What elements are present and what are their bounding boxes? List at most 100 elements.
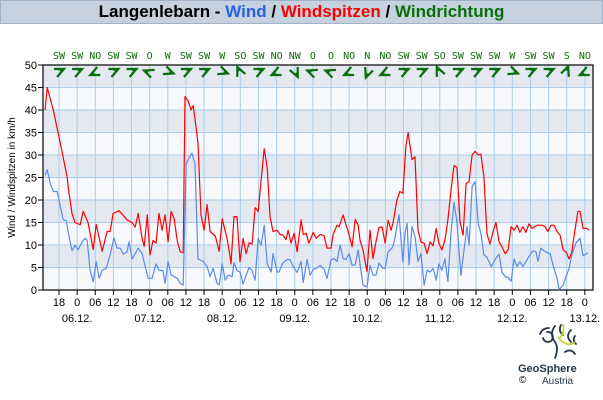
data-point (106, 231, 107, 232)
wind-direction-arrow-icon (322, 68, 337, 79)
x-tick-label: 18 (198, 297, 210, 309)
data-point (213, 268, 214, 269)
y-tick-label: 25 (25, 173, 37, 185)
data-point (155, 243, 156, 244)
wind-direction-arrow-icon (199, 67, 212, 78)
data-point (232, 276, 233, 277)
data-point (119, 248, 120, 249)
data-point (197, 143, 198, 144)
plot-band (43, 110, 593, 133)
data-point (472, 154, 473, 155)
x-date-label: 07.12. (134, 313, 165, 325)
y-tick-label: 15 (25, 218, 37, 230)
data-point (362, 284, 363, 285)
data-point (556, 278, 557, 279)
data-point (423, 243, 424, 244)
data-point (272, 231, 273, 232)
data-point (102, 270, 103, 271)
data-point (307, 259, 308, 260)
data-point (492, 263, 493, 264)
data-point (366, 286, 367, 287)
data-point (579, 211, 580, 212)
x-date-label: 12.12. (497, 313, 528, 325)
data-point (300, 261, 301, 262)
x-tick-label: 12 (252, 297, 264, 309)
data-point (355, 264, 356, 265)
direction-label: W (219, 51, 226, 62)
direction-label: O (310, 51, 316, 62)
data-point (258, 238, 259, 239)
data-point (320, 265, 321, 266)
data-point (67, 177, 68, 178)
data-point (504, 253, 505, 254)
data-point (261, 245, 262, 246)
plot-band (43, 177, 593, 200)
data-point (486, 257, 487, 258)
title-sep: / (385, 2, 391, 21)
data-point (528, 223, 529, 224)
data-point (45, 109, 46, 110)
x-tick-label: 18 (270, 297, 282, 309)
x-tick-label: 12 (470, 297, 482, 309)
data-point (135, 253, 136, 254)
data-point (323, 235, 324, 236)
logo-subtitle: Austria (542, 376, 574, 387)
data-point (571, 254, 572, 255)
data-point (336, 261, 337, 262)
data-point (109, 254, 110, 255)
plot-band (43, 200, 593, 223)
data-point (517, 266, 518, 267)
x-tick-label: 12 (325, 297, 337, 309)
data-point (272, 253, 273, 254)
data-point (475, 181, 476, 182)
data-point (330, 248, 331, 249)
data-point (267, 263, 268, 264)
data-point (142, 253, 143, 254)
direction-label: SW (198, 51, 211, 62)
wind-direction-arrow-icon (72, 67, 85, 78)
wind-direction-arrow-icon (377, 66, 391, 77)
data-point (197, 258, 198, 259)
data-point (402, 193, 403, 194)
data-point (161, 230, 162, 231)
data-point (342, 258, 343, 259)
data-point (453, 165, 454, 166)
data-point (543, 250, 544, 251)
data-point (158, 270, 159, 271)
data-point (559, 289, 560, 290)
data-point (252, 270, 253, 271)
data-point (430, 271, 431, 272)
data-point (414, 236, 415, 237)
data-point (480, 154, 481, 155)
y-tick-label: 0 (31, 285, 37, 297)
data-point (264, 148, 265, 149)
data-point (71, 213, 72, 214)
data-point (57, 191, 58, 192)
data-point (511, 226, 512, 227)
data-point (180, 251, 181, 252)
wind-direction-arrow-icon (364, 66, 374, 81)
data-point (450, 233, 451, 234)
data-point (507, 277, 508, 278)
data-point (514, 230, 515, 231)
data-point (391, 230, 392, 231)
data-point (522, 226, 523, 227)
data-point (342, 214, 343, 215)
data-point (556, 231, 557, 232)
data-point (242, 284, 243, 285)
data-point (113, 213, 114, 214)
data-point (255, 207, 256, 208)
wind-direction-arrow-icon (141, 68, 155, 79)
data-point (45, 175, 46, 176)
y-tick-label: 50 (25, 60, 37, 72)
direction-label: SW (543, 51, 556, 62)
data-point (258, 211, 259, 212)
data-point (96, 224, 97, 225)
data-point (320, 234, 321, 235)
x-date-label: 09.12. (279, 313, 310, 325)
data-point (522, 266, 523, 267)
plot-band (43, 245, 593, 268)
data-point (450, 190, 451, 191)
wind-direction-arrow-icon (341, 66, 355, 77)
data-point (287, 259, 288, 260)
